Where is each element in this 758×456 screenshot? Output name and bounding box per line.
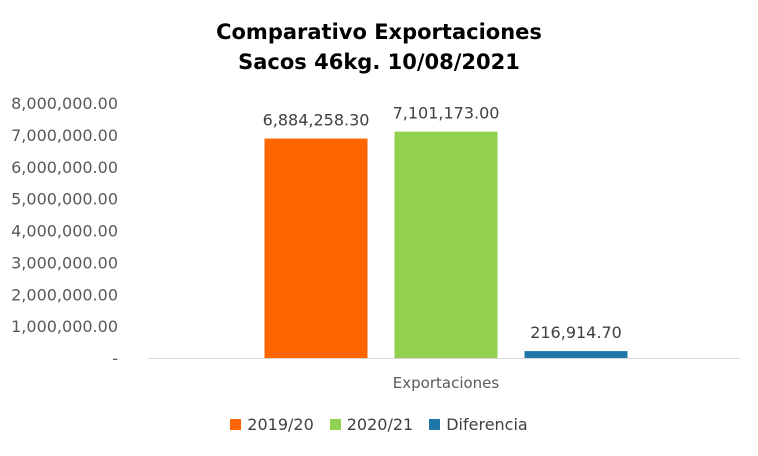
legend-label-2020-21: 2020/21 [346, 415, 414, 434]
bar-diferencia [524, 351, 628, 358]
data-label-2019-20: 6,884,258.30 [263, 111, 370, 130]
legend-label-2019-20: 2019/20 [247, 415, 314, 434]
chart-title: Comparativo Exportaciones [216, 20, 542, 44]
legend-item-2020-21: 2020/21 [329, 415, 414, 434]
y-tick-label: 3,000,000.00 [11, 253, 118, 272]
legend-label-diferencia: Diferencia [446, 415, 528, 434]
data-label-2020-21: 7,101,173.00 [393, 104, 500, 123]
data-labels: 6,884,258.30 7,101,173.00 216,914.70 [263, 104, 622, 342]
legend-swatch-2020-21 [329, 419, 341, 430]
y-tick-label: 5,000,000.00 [11, 190, 118, 209]
y-tick-label: 7,000,000.00 [11, 126, 118, 145]
legend-item-2019-20: 2019/20 [230, 415, 314, 434]
y-tick-label: 1,000,000.00 [11, 317, 118, 336]
legend-item-diferencia: Diferencia [429, 415, 528, 434]
y-tick-label: 4,000,000.00 [11, 222, 118, 241]
bar-2019-20 [264, 138, 368, 358]
bar-series [264, 131, 628, 358]
x-category-label: Exportaciones [393, 374, 500, 392]
legend-swatch-2019-20 [230, 419, 242, 430]
legend-swatch-diferencia [429, 419, 441, 430]
chart-subtitle: Sacos 46kg. 10/08/2021 [238, 50, 520, 74]
y-tick-label: - [112, 349, 118, 368]
y-tick-label: 2,000,000.00 [11, 285, 118, 304]
bar-2020-21 [394, 131, 498, 358]
y-tick-label: 8,000,000.00 [11, 94, 118, 113]
legend: 2019/20 2020/21 Diferencia [0, 415, 758, 434]
data-label-diferencia: 216,914.70 [530, 323, 622, 342]
y-axis: 8,000,000.00 7,000,000.00 6,000,000.00 5,00… [11, 94, 118, 368]
y-tick-label: 6,000,000.00 [11, 158, 118, 177]
